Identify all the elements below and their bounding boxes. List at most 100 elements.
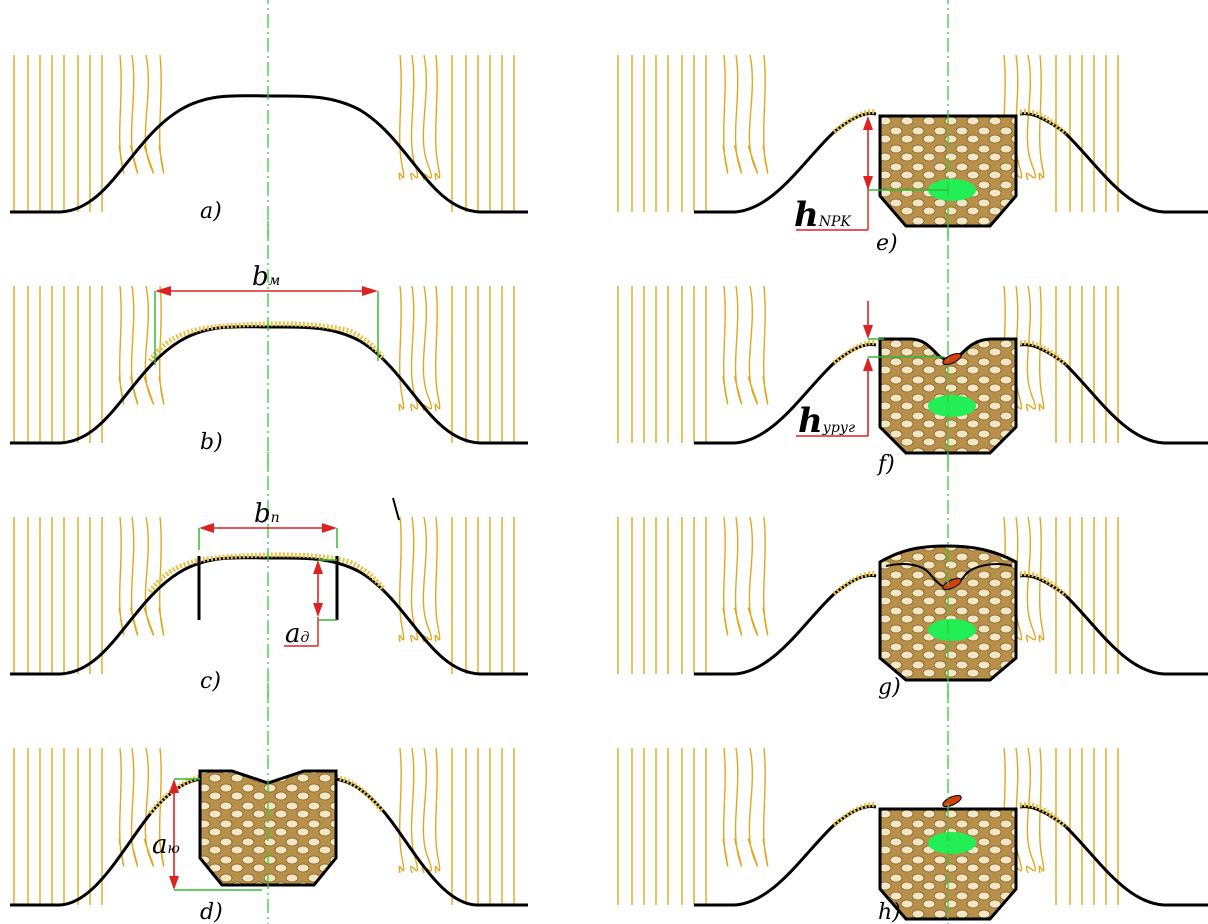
root-line xyxy=(1025,54,1037,181)
depth-dimension-hnpk: hNPK xyxy=(794,116,949,235)
root-lines-right xyxy=(1002,747,1119,905)
root-lines-left xyxy=(13,285,165,443)
depth-dimension-au: aю xyxy=(152,778,262,891)
root-line xyxy=(118,516,125,636)
caption-f: f) xyxy=(876,452,895,477)
root-lines-left xyxy=(13,516,165,674)
root-line xyxy=(734,54,743,174)
caption-c: c) xyxy=(200,669,221,694)
root-line xyxy=(143,747,155,867)
width-dimension-bm: bм xyxy=(154,262,379,365)
ridge-profile xyxy=(10,325,528,445)
bn-label-sub: n xyxy=(271,510,280,526)
panel-h-drawing: h) xyxy=(617,683,1208,924)
ridge-profile xyxy=(10,556,528,676)
seed-cluster xyxy=(928,832,976,854)
panel-g-drawing: g) xyxy=(617,452,1208,702)
root-line xyxy=(130,516,139,636)
root-lines-left xyxy=(617,747,769,905)
root-line xyxy=(421,54,433,181)
hnpk-label-main: h xyxy=(794,195,819,235)
caption-e: e) xyxy=(876,231,898,256)
svg-text:aд: aд xyxy=(285,619,310,649)
root-line xyxy=(143,516,155,636)
caption-d: d) xyxy=(200,900,223,924)
panel-c-drawing: bn aд c) xyxy=(10,452,528,702)
root-line xyxy=(722,747,729,867)
root-lines-right xyxy=(1002,54,1119,212)
panel-e-drawing: hNPK e) xyxy=(617,0,1208,256)
root-line xyxy=(118,285,125,405)
root-line xyxy=(734,747,743,867)
root-line xyxy=(410,747,419,874)
root-line xyxy=(118,54,125,174)
root-lines-left xyxy=(13,54,165,212)
root-lines-left xyxy=(617,54,769,212)
root-line xyxy=(747,747,759,867)
svg-text:hNPK: hNPK xyxy=(794,195,852,235)
root-line xyxy=(434,54,441,181)
root-line xyxy=(734,285,743,405)
caption-a: a) xyxy=(200,199,222,224)
ad-label-sub: д xyxy=(301,630,310,646)
root-line xyxy=(130,54,139,174)
root-line xyxy=(747,54,759,174)
root-line xyxy=(158,747,165,867)
root-line xyxy=(158,516,165,636)
panel-c: bn aд c) xyxy=(0,452,604,702)
ridge-profile xyxy=(10,94,528,214)
hnpk-label-sub: NPK xyxy=(818,214,853,230)
root-line xyxy=(421,285,433,412)
root-line xyxy=(398,285,405,412)
root-line xyxy=(143,54,155,174)
root-line xyxy=(1038,747,1045,874)
grain-seed xyxy=(942,794,962,808)
root-line xyxy=(434,285,441,412)
bn-label-main: b xyxy=(254,499,271,529)
hurug-label-sub: уруг xyxy=(822,420,855,436)
root-line xyxy=(722,54,729,174)
root-lines-right xyxy=(398,747,515,905)
root-line xyxy=(434,747,441,874)
root-line xyxy=(130,747,139,867)
root-line xyxy=(722,285,729,405)
mulch-layer xyxy=(832,571,1068,598)
panel-a: a) xyxy=(0,0,604,240)
root-line xyxy=(734,516,743,636)
mulch-layer xyxy=(832,340,1068,367)
root-lines-right xyxy=(398,285,515,443)
seed-cluster xyxy=(928,179,976,201)
depth-dimension-ad: aд xyxy=(284,559,337,649)
panel-g: g) xyxy=(604,452,1208,702)
root-lines-right xyxy=(1002,516,1119,674)
depth-dimension-hurug: hуруг xyxy=(796,301,944,441)
stray-mark xyxy=(392,497,400,521)
root-lines-left xyxy=(617,285,769,443)
panel-h: h) xyxy=(604,683,1208,924)
panel-b-drawing: bм b) xyxy=(10,221,528,471)
root-line xyxy=(118,747,125,867)
caption-h: h) xyxy=(878,900,901,924)
width-dimension-bn: bn xyxy=(198,499,338,550)
svg-text:hуруг: hуруг xyxy=(798,401,855,441)
ad-label-main: a xyxy=(285,619,301,649)
bm-label-main: b xyxy=(252,262,269,292)
root-line xyxy=(421,516,433,643)
ridge-profile xyxy=(10,777,528,907)
root-line xyxy=(1038,285,1045,412)
mulch-layer xyxy=(147,321,386,363)
bm-label-sub: м xyxy=(269,273,281,289)
panel-e: hNPK e) xyxy=(604,0,1208,256)
root-line xyxy=(1025,285,1037,412)
root-line xyxy=(1025,516,1037,643)
root-line xyxy=(762,285,769,405)
root-line xyxy=(762,516,769,636)
root-lines-left xyxy=(13,747,165,905)
root-line xyxy=(434,516,441,643)
root-line xyxy=(398,747,405,874)
hurug-label-main: h xyxy=(798,401,823,441)
panel-d-drawing: aю d) xyxy=(10,683,528,924)
root-line xyxy=(747,285,759,405)
root-line xyxy=(762,747,769,867)
